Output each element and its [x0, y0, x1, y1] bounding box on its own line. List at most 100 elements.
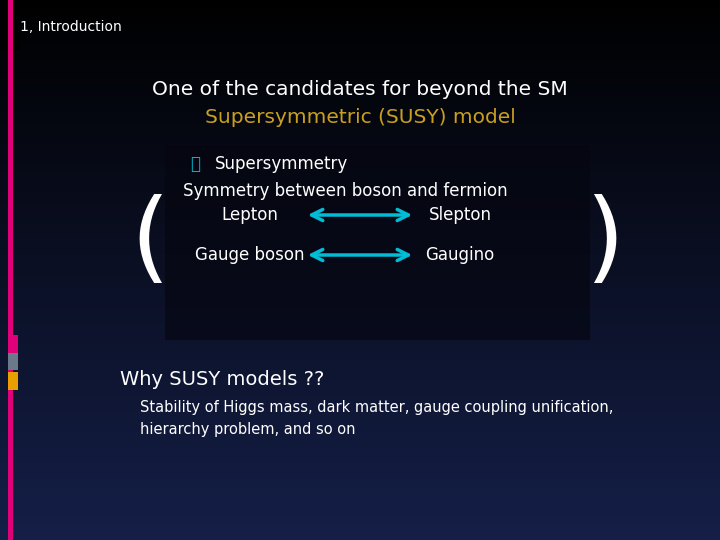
Bar	[0, 532, 720, 535]
Bar	[0, 259, 720, 262]
Bar	[0, 227, 720, 229]
Bar	[0, 251, 720, 254]
Bar	[0, 346, 720, 348]
Bar	[0, 529, 720, 532]
Bar	[0, 124, 720, 127]
Bar	[0, 24, 720, 27]
Bar	[0, 375, 720, 378]
Bar	[0, 111, 720, 113]
Bar	[8, 335, 18, 353]
Bar	[0, 472, 720, 475]
Bar	[0, 435, 720, 437]
Bar	[0, 292, 720, 294]
Bar	[0, 243, 720, 246]
Bar	[0, 448, 720, 451]
Bar	[0, 340, 720, 343]
Bar	[0, 130, 720, 132]
Bar	[0, 319, 720, 321]
Bar	[0, 5, 720, 8]
Bar	[0, 486, 720, 489]
Bar	[0, 3, 720, 5]
Bar	[0, 49, 720, 51]
Bar	[0, 181, 720, 184]
Bar	[0, 462, 720, 464]
Bar	[0, 437, 720, 440]
Bar	[0, 116, 720, 119]
Bar	[0, 386, 720, 389]
Bar	[0, 159, 720, 162]
Bar	[0, 62, 720, 65]
Bar	[0, 194, 720, 197]
Bar	[0, 273, 720, 275]
Bar	[0, 68, 720, 70]
Bar	[0, 162, 720, 165]
Bar	[0, 405, 720, 408]
Bar	[0, 143, 720, 146]
Bar	[0, 213, 720, 216]
Bar	[0, 54, 720, 57]
Bar	[0, 94, 720, 97]
Bar	[0, 370, 720, 373]
Bar	[0, 475, 720, 478]
Bar	[0, 32, 720, 35]
Bar	[0, 205, 720, 208]
Bar	[0, 78, 720, 81]
Bar	[0, 459, 720, 462]
Bar	[0, 70, 720, 73]
Bar	[0, 394, 720, 397]
Bar	[0, 535, 720, 537]
Bar	[0, 443, 720, 445]
Bar	[0, 489, 720, 491]
Bar	[0, 248, 720, 251]
Bar	[0, 178, 720, 181]
Bar	[0, 483, 720, 486]
Text: (: (	[130, 194, 169, 291]
Bar	[0, 300, 720, 302]
Bar	[0, 491, 720, 494]
Bar	[0, 429, 720, 432]
Bar	[0, 351, 720, 354]
Bar	[0, 313, 720, 316]
Bar	[0, 89, 720, 92]
Bar	[0, 189, 720, 192]
Bar	[0, 516, 720, 518]
Bar	[0, 230, 720, 232]
Text: One of the candidates for beyond the SM: One of the candidates for beyond the SM	[152, 80, 568, 99]
Bar	[0, 359, 720, 362]
Bar	[0, 505, 720, 508]
Bar	[0, 192, 720, 194]
Bar	[0, 14, 720, 16]
Bar	[0, 324, 720, 327]
Bar	[0, 518, 720, 521]
Bar	[0, 46, 720, 49]
Bar	[0, 521, 720, 524]
Bar	[0, 167, 720, 170]
Bar	[0, 537, 720, 540]
Bar	[0, 267, 720, 270]
Bar	[0, 200, 720, 202]
Bar	[0, 59, 720, 62]
Bar	[0, 113, 720, 116]
Bar	[0, 378, 720, 381]
Text: Stability of Higgs mass, dark matter, gauge coupling unification,
hierarchy prob: Stability of Higgs mass, dark matter, ga…	[140, 400, 613, 437]
Bar	[0, 464, 720, 467]
Bar	[0, 289, 720, 292]
Bar	[0, 310, 720, 313]
Text: Why SUSY models ??: Why SUSY models ??	[120, 370, 325, 389]
Bar	[0, 119, 720, 122]
Bar	[0, 105, 720, 108]
Bar	[0, 19, 720, 22]
Bar	[0, 221, 720, 224]
Bar	[0, 235, 720, 238]
Bar	[0, 424, 720, 427]
Text: ⧖: ⧖	[190, 155, 200, 173]
Bar	[0, 278, 720, 281]
Text: Gauge boson: Gauge boson	[195, 246, 305, 264]
Bar	[0, 0, 720, 3]
Bar	[0, 254, 720, 256]
Bar	[0, 22, 720, 24]
Bar	[0, 400, 720, 402]
Bar	[0, 73, 720, 76]
Bar	[0, 432, 720, 435]
Bar	[0, 456, 720, 459]
